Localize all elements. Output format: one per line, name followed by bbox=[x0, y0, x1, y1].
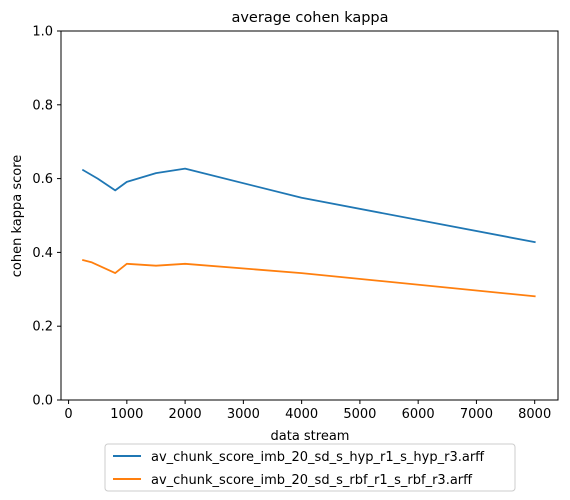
x-tick-label: 5000 bbox=[343, 407, 376, 422]
x-tick-label: 0 bbox=[64, 407, 72, 422]
x-axis: 0 1000 2000 3000 4000 5000 6000 7000 8000 bbox=[64, 400, 551, 422]
x-axis-title: data stream bbox=[271, 429, 350, 444]
y-tick-label: 1.0 bbox=[32, 25, 53, 40]
series-line-2 bbox=[82, 259, 536, 298]
legend-box bbox=[104, 443, 516, 492]
plot-area bbox=[81, 167, 536, 298]
legend-label-series-2: av_chunk_score_imb_20_sd_s_rbf_r1_s_rbf_… bbox=[151, 473, 473, 488]
axes-frame bbox=[60, 30, 559, 401]
series-line-1 bbox=[81, 167, 536, 244]
y-tick-label: 0.8 bbox=[32, 98, 53, 113]
legend-label-series-1: av_chunk_score_imb_20_sd_s_hyp_r1_s_hyp_… bbox=[151, 450, 485, 465]
y-axis: 0.0 0.2 0.4 0.6 0.8 1.0 bbox=[32, 25, 61, 409]
x-tick-label: 4000 bbox=[285, 407, 318, 422]
x-tick-label: 2000 bbox=[169, 407, 202, 422]
y-axis-title: cohen kappa score bbox=[10, 155, 25, 278]
x-tick-label: 7000 bbox=[460, 407, 493, 422]
x-tick-label: 6000 bbox=[402, 407, 435, 422]
x-tick-label: 3000 bbox=[227, 407, 260, 422]
legend: av_chunk_score_imb_20_sd_s_hyp_r1_s_hyp_… bbox=[104, 443, 516, 492]
x-tick-label: 1000 bbox=[110, 407, 143, 422]
y-tick-label: 0.4 bbox=[32, 246, 53, 261]
y-tick-label: 0.0 bbox=[32, 394, 53, 409]
x-tick-label: 8000 bbox=[518, 407, 551, 422]
y-tick-label: 0.6 bbox=[32, 172, 53, 187]
chart-title: average cohen kappa bbox=[231, 10, 388, 26]
y-tick-label: 0.2 bbox=[32, 320, 53, 335]
